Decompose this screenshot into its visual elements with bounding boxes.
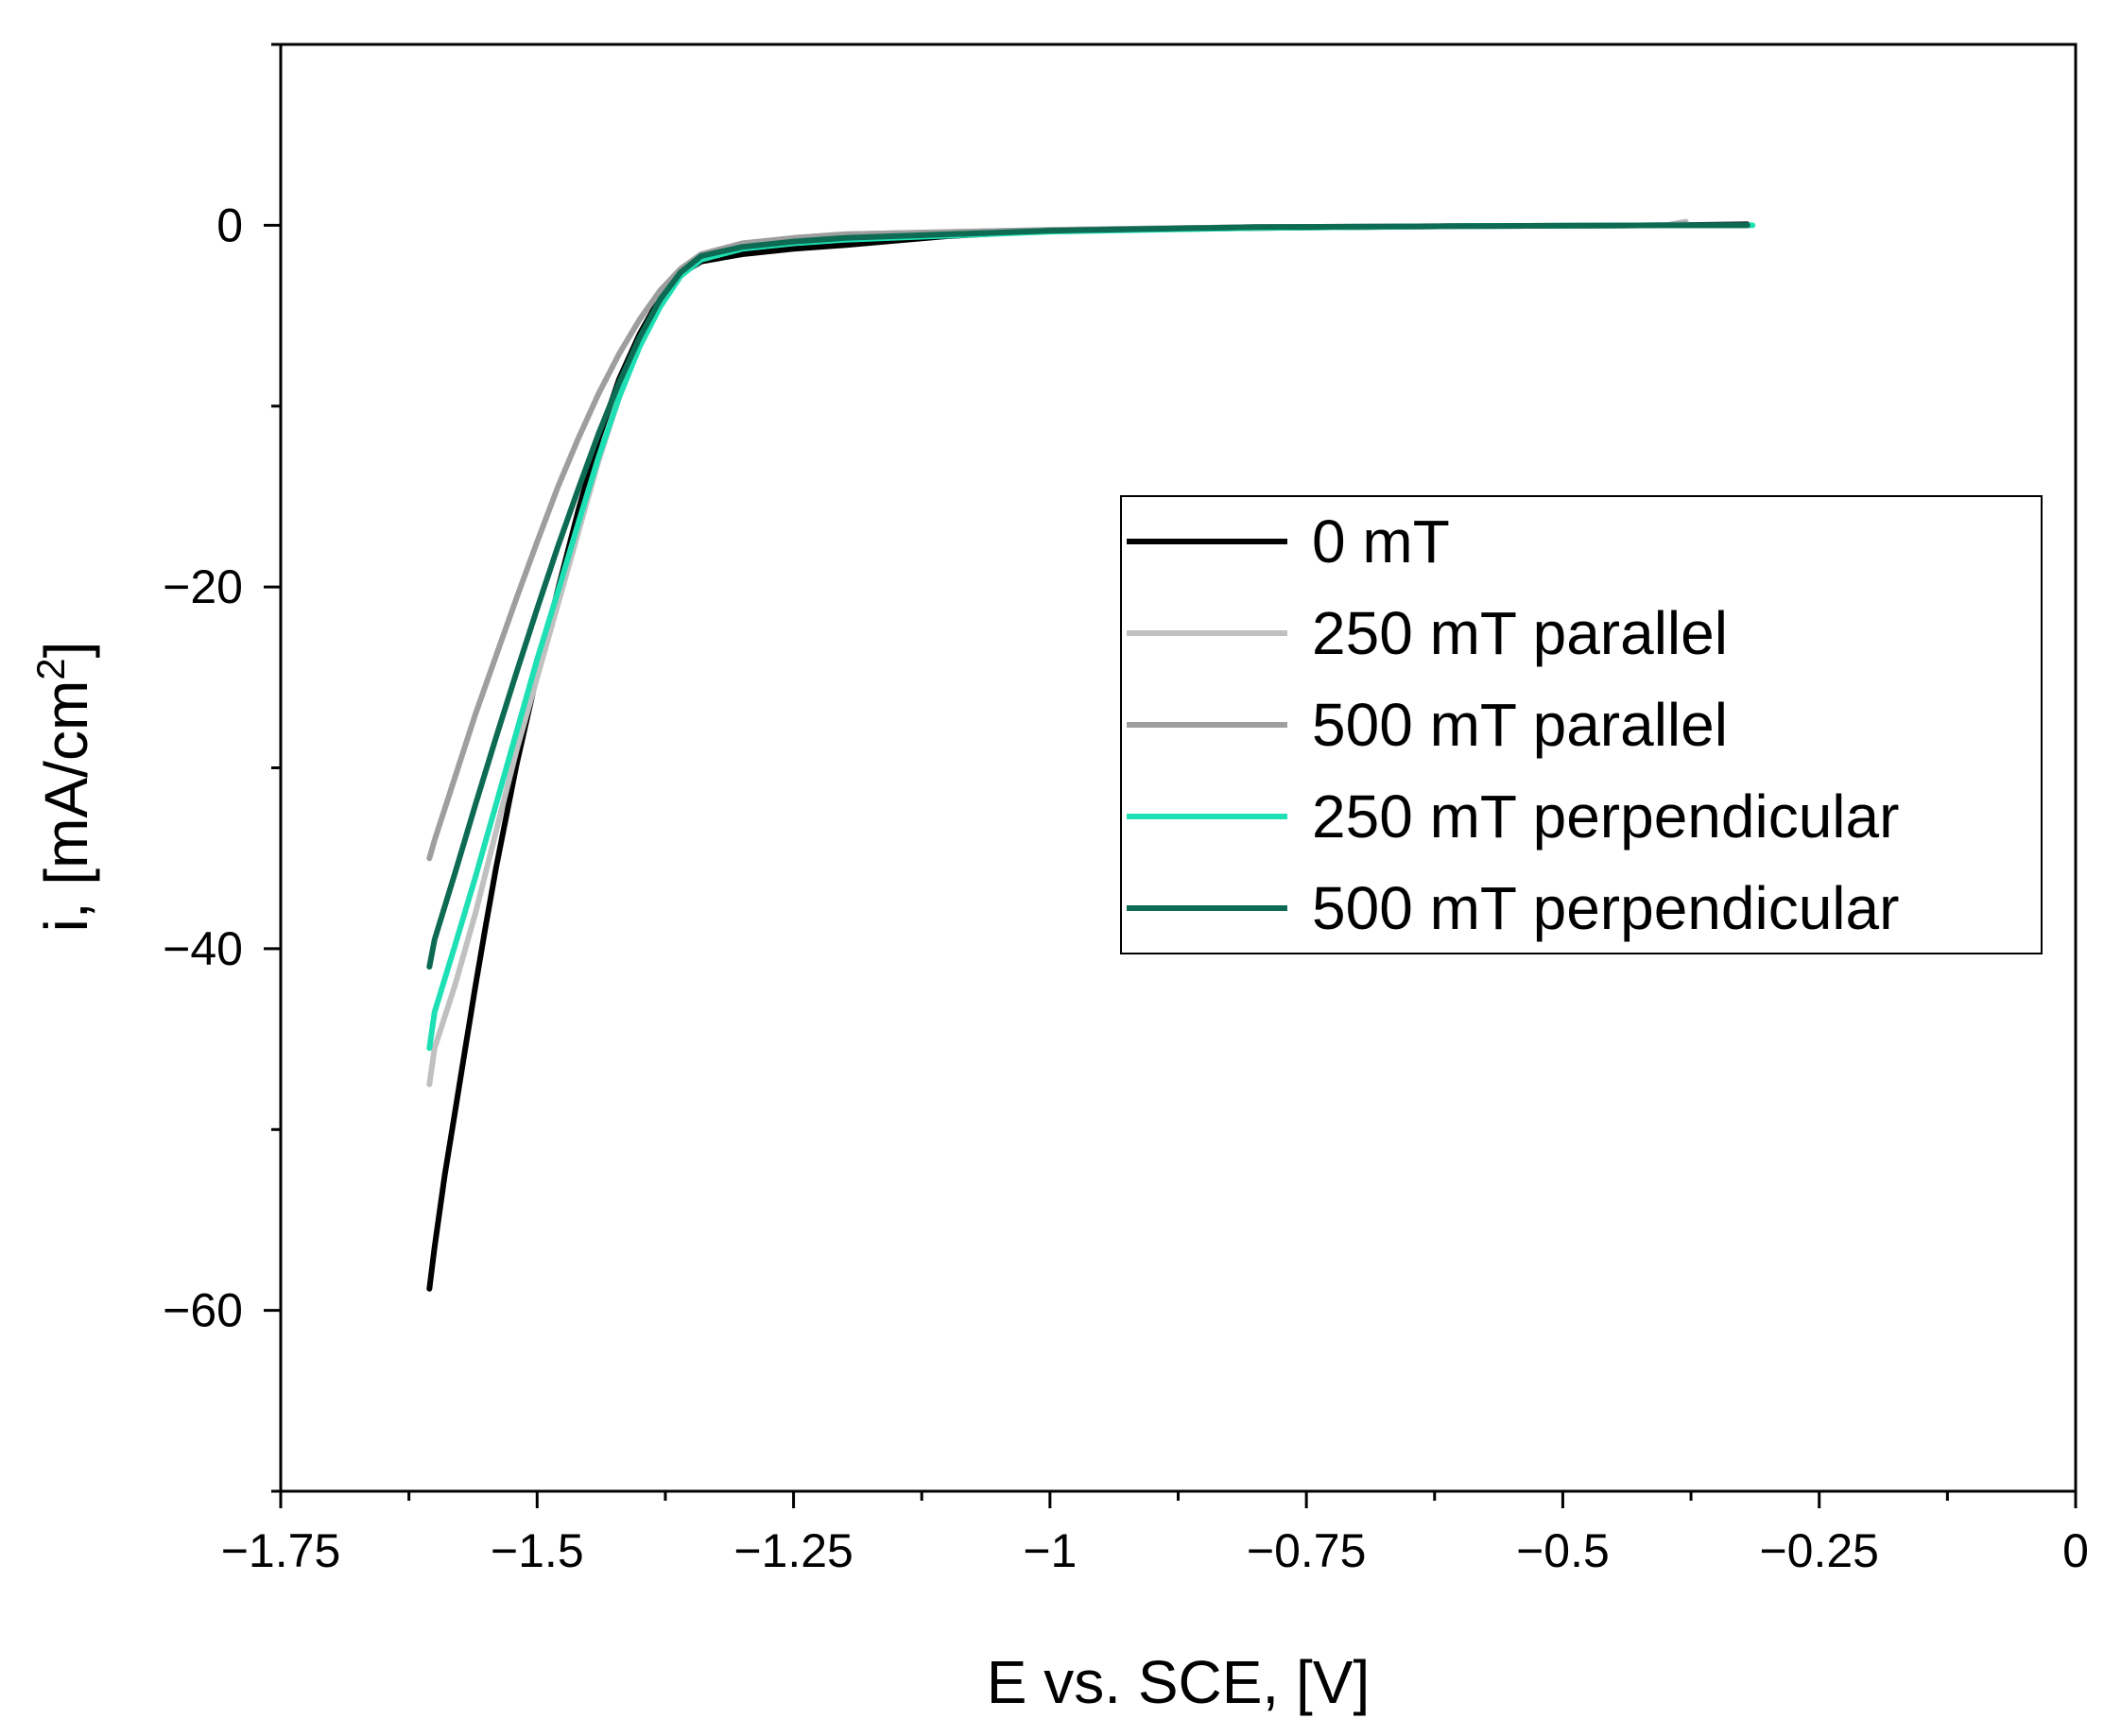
y-axis-title-close: ] [32,642,100,659]
legend-label-2: 500 mT parallel [1312,691,1728,759]
series-line-4 [426,222,1750,970]
legend-label-1: 250 mT parallel [1312,599,1728,667]
x-tick-label: −0.25 [1759,1524,1879,1577]
y-tick-label: 0 [216,198,243,251]
x-tick-label: 0 [2062,1524,2089,1577]
x-tick-label: −1.75 [221,1524,341,1577]
y-tick-label: −60 [163,1284,243,1337]
x-tick-label: −0.5 [1516,1524,1610,1577]
y-tick-label: −20 [163,560,243,613]
y-tick-label: −40 [163,922,243,975]
x-tick-label: −1 [1023,1524,1077,1577]
y-axis-title-main: i, [mA/cm [32,680,100,933]
x-axis-title: E vs. SCE, [V] [987,1648,1370,1716]
legend: 0 mT 250 mT parallel 500 mT parallel 250 mT… [1120,495,2043,954]
axes-layer: −1.75 −1.5 −1.25 −1 −0.75 −0.5 −0.25 0 0 −20 −40 −6… [28,43,2089,1716]
x-tick-label: −0.75 [1247,1524,1367,1577]
series-layer [426,218,1756,1292]
legend-label-3: 250 mT perpendicular [1312,782,1899,851]
legend-label-4: 500 mT perpendicular [1312,874,1899,942]
y-axis-title: i, [mA/cm2] [28,642,100,933]
legend-label-0: 0 mT [1312,507,1450,576]
y-axis-title-superscript: 2 [28,658,73,679]
x-tick-label: −1.25 [733,1524,854,1577]
x-tick-label: −1.5 [491,1524,584,1577]
